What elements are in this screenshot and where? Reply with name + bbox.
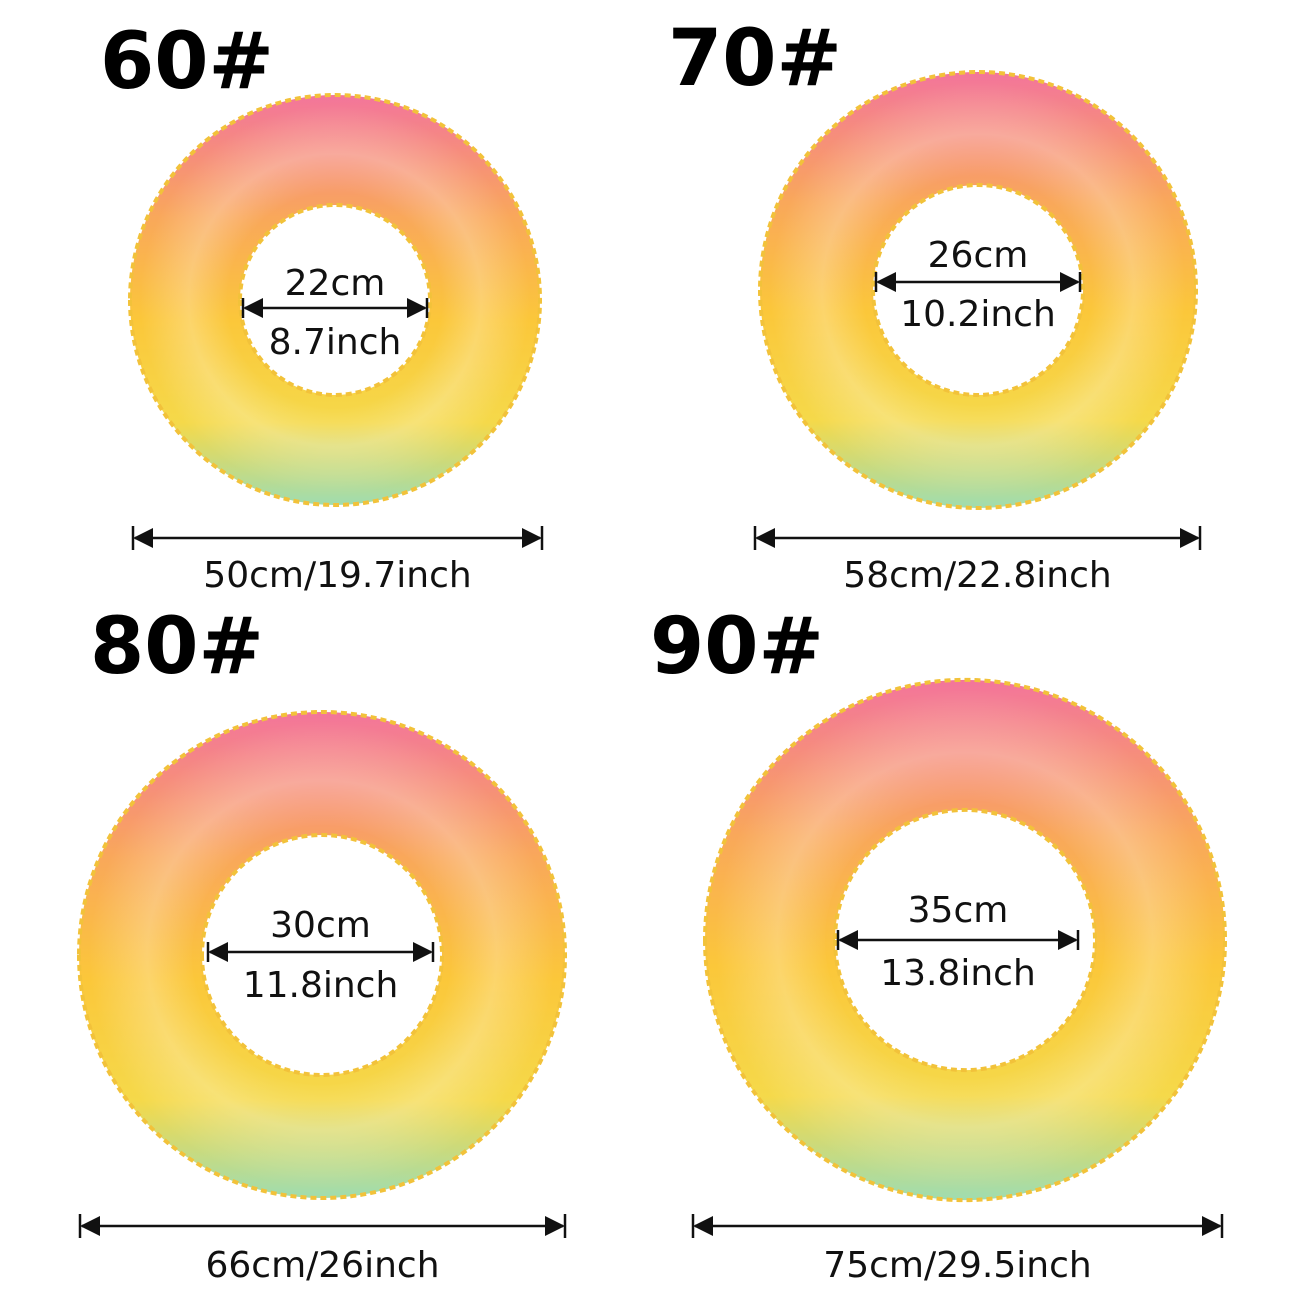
- inner-cm: 30cm: [270, 905, 371, 946]
- size-title: 80#: [90, 602, 264, 692]
- ring-shine: [89, 722, 555, 1188]
- size-title: 70#: [668, 14, 842, 104]
- inner-cm: 22cm: [285, 263, 386, 304]
- ring-shine: [715, 690, 1215, 1190]
- ring-shine: [140, 105, 530, 495]
- inner-cm: 35cm: [908, 890, 1009, 931]
- inner-inch: 8.7inch: [269, 322, 402, 363]
- size-panel: 90# 35cm 13.8inch 75cm/29.5inch: [650, 602, 1228, 1286]
- size-panel: 80# 30cm 11.8inch 66cm/26inch: [76, 602, 568, 1286]
- size-title: 90#: [650, 602, 824, 692]
- outer-size: 75cm/29.5inch: [823, 1245, 1091, 1286]
- outer-size: 66cm/26inch: [205, 1245, 439, 1286]
- outer-size: 50cm/19.7inch: [203, 555, 471, 596]
- inner-inch: 10.2inch: [900, 294, 1056, 335]
- ring-shine: [770, 82, 1186, 498]
- inner-inch: 13.8inch: [880, 953, 1036, 994]
- size-panel: 70# 26cm 10.2inch 58cm/22.8inch: [668, 14, 1202, 596]
- size-title: 60#: [100, 17, 274, 107]
- outer-size: 58cm/22.8inch: [843, 555, 1111, 596]
- inner-inch: 11.8inch: [243, 965, 399, 1006]
- inner-cm: 26cm: [928, 235, 1029, 276]
- size-panel: 60# 22cm 8.7inch 50cm/19.7inch: [100, 17, 544, 596]
